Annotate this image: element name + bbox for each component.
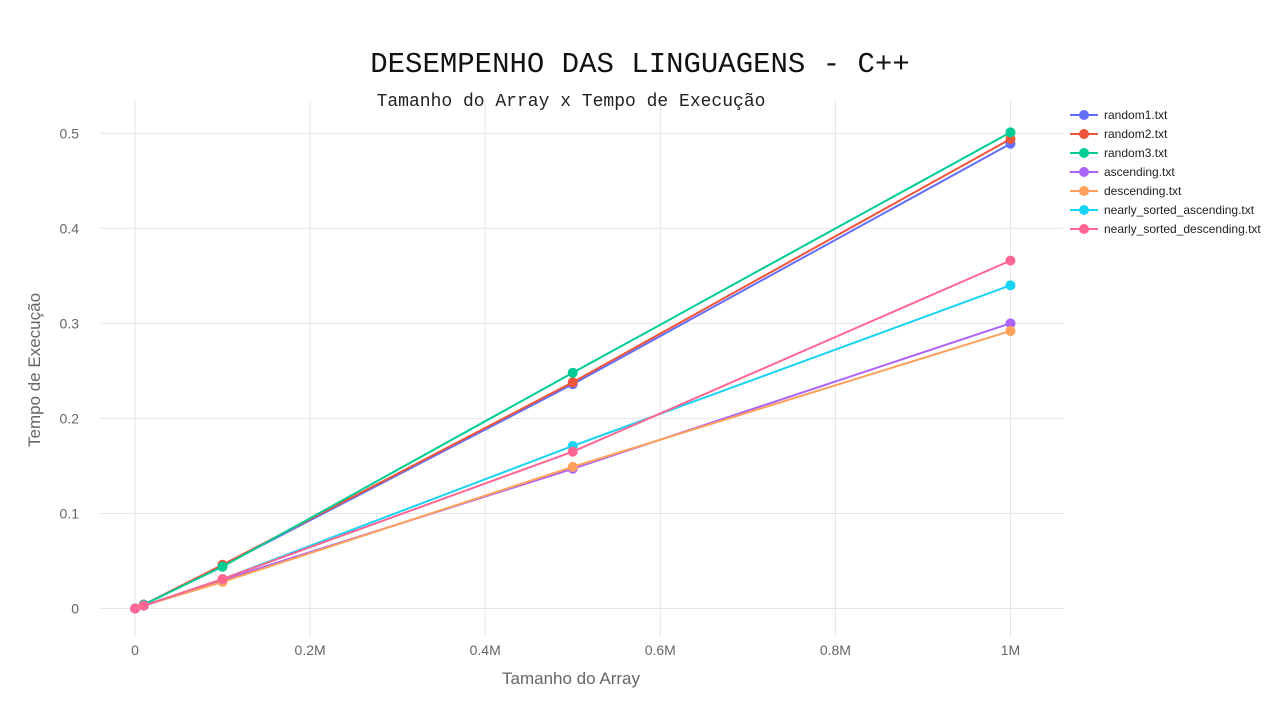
x-tick-label: 0.8M [820,642,851,658]
legend-label: random3.txt [1104,146,1168,160]
legend-item[interactable]: ascending.txt [1070,165,1175,179]
data-point [567,446,578,457]
legend-item[interactable]: descending.txt [1070,184,1182,198]
legend-marker [1079,186,1089,196]
y-tick-label: 0 [71,600,79,616]
y-tick-label: 0.4 [60,220,80,236]
series-layer [130,127,1016,614]
y-tick-label: 0.1 [60,505,80,521]
legend-label: nearly_sorted_descending.txt [1104,222,1261,236]
x-tick-label: 0.6M [645,642,676,658]
legend-item[interactable]: random2.txt [1070,127,1168,141]
data-point [217,561,228,572]
legend-item[interactable]: random3.txt [1070,146,1168,160]
x-tick-label: 0.2M [295,642,326,658]
data-point [567,377,578,388]
chart-subtitle: Tamanho do Array x Tempo de Execução [377,92,766,112]
data-point [1005,325,1016,336]
legend-label: random2.txt [1104,127,1168,141]
legend-marker [1079,110,1089,120]
series-line [134,259,1011,610]
legend-item[interactable]: nearly_sorted_descending.txt [1070,222,1261,236]
legend-marker [1079,224,1089,234]
y-tick-label: 0.5 [60,125,80,141]
tick-labels: 0 0.2M 0.4M 0.6M 0.8M 1M 0 0.1 0.2 0.3 0.4 0.5 [60,125,1021,658]
data-point [217,574,228,585]
legend-marker [1079,148,1089,158]
data-point [130,603,141,614]
grid [100,100,1063,637]
data-point [567,461,578,472]
chart-title: DESEMPENHO DAS LINGUAGENS - C++ [370,48,910,81]
x-tick-label: 0.4M [470,642,501,658]
data-point [1005,318,1016,329]
legend-label: ascending.txt [1104,165,1175,179]
series-7 [130,255,1016,614]
data-point [1005,127,1016,138]
legend-marker [1079,205,1089,215]
x-tick-label: 1M [1001,642,1020,658]
data-point [1005,280,1016,291]
legend-item[interactable]: nearly_sorted_ascending.txt [1070,203,1255,217]
legend-item[interactable]: random1.txt [1070,108,1168,122]
x-tick-label: 0 [131,642,139,658]
legend: random1.txt random2.txt random3.txt ascendi… [1070,108,1261,236]
y-tick-label: 0.3 [60,315,80,331]
data-point [138,600,149,611]
y-axis-title: Tempo de Execução [25,293,44,447]
data-point [567,367,578,378]
x-axis-title: Tamanho do Array [502,669,640,688]
legend-label: nearly_sorted_ascending.txt [1104,203,1255,217]
legend-label: random1.txt [1104,108,1168,122]
legend-label: descending.txt [1104,184,1182,198]
legend-marker [1079,129,1089,139]
legend-marker [1079,167,1089,177]
data-point [1005,255,1016,266]
y-tick-label: 0.2 [60,410,80,426]
